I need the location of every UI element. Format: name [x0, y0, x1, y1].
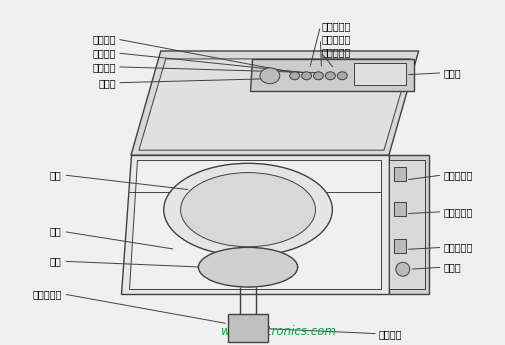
Polygon shape [388, 160, 424, 289]
Polygon shape [129, 160, 380, 289]
Text: 进水口: 进水口 [98, 78, 116, 88]
Text: 拨盘: 拨盘 [49, 256, 62, 266]
Polygon shape [388, 155, 428, 294]
Text: 中水位开关: 中水位开关 [442, 207, 472, 217]
Bar [354, 63, 405, 85]
Ellipse shape [313, 72, 323, 80]
Bar [228, 314, 267, 342]
Text: 排水口: 排水口 [442, 262, 460, 272]
Text: 低水位按钮: 低水位按钮 [321, 47, 350, 57]
Ellipse shape [180, 172, 315, 247]
Ellipse shape [198, 247, 297, 287]
Text: 停止按钮: 停止按钮 [92, 34, 116, 44]
Text: 洗涤电机: 洗涤电机 [378, 329, 401, 339]
Ellipse shape [301, 72, 311, 80]
Polygon shape [131, 51, 418, 155]
Ellipse shape [260, 68, 279, 84]
Text: 显示器: 显示器 [442, 68, 460, 78]
Bar [393, 202, 405, 216]
Ellipse shape [395, 262, 409, 276]
Text: 外桶: 外桶 [49, 227, 62, 237]
Text: www.cntronics.com: www.cntronics.com [220, 325, 335, 338]
Text: 高水位开关: 高水位开关 [442, 170, 472, 180]
Ellipse shape [289, 72, 299, 80]
Ellipse shape [325, 72, 335, 80]
Polygon shape [121, 155, 388, 294]
Polygon shape [249, 59, 413, 91]
Ellipse shape [164, 163, 332, 256]
Text: 内桶: 内桶 [49, 170, 62, 180]
Text: 排水按钮: 排水按钮 [92, 48, 116, 58]
Ellipse shape [337, 72, 346, 80]
Polygon shape [139, 59, 410, 150]
Text: 高水位按钮: 高水位按钮 [321, 21, 350, 31]
Text: 中水位按钮: 中水位按钮 [321, 34, 350, 44]
Bar [393, 167, 405, 181]
Text: 电磁离合器: 电磁离合器 [32, 289, 62, 299]
Bar [393, 239, 405, 253]
Text: 低水位开关: 低水位开关 [442, 243, 472, 253]
Text: 启动按钮: 启动按钮 [92, 62, 116, 72]
